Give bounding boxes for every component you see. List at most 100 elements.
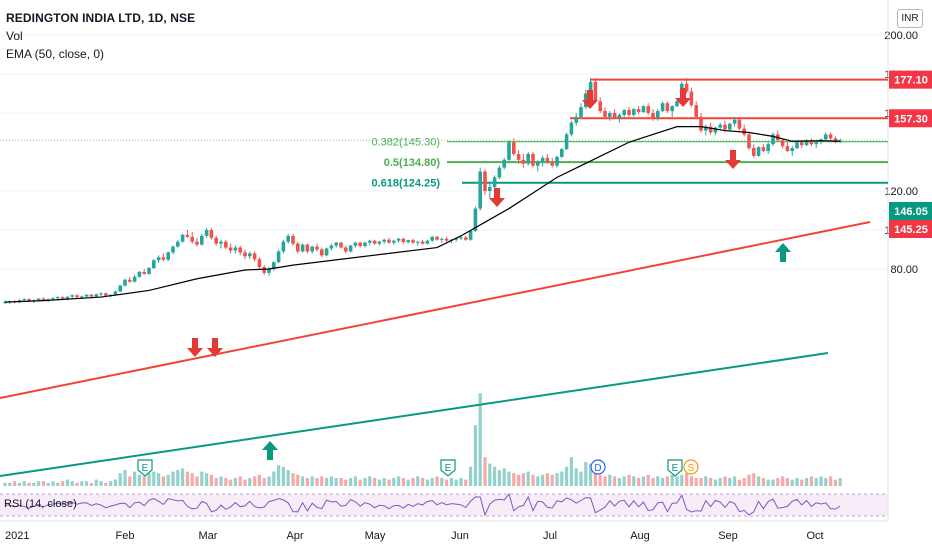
ema-50-line [4,126,841,303]
volume-bar [776,478,780,486]
volume-bar [507,471,511,486]
candle-body [36,298,41,301]
up-arrow-icon [262,441,278,460]
candle-body [132,276,137,282]
candle-body [152,260,156,269]
candle-body [737,119,742,129]
candle-body [550,161,554,166]
candle-body [833,138,838,142]
candle-body [656,111,660,118]
volume-bar [109,481,113,486]
volume-bar [171,471,175,486]
volume-bar [377,479,381,486]
candle-body [387,239,391,243]
volume-bar [617,478,621,486]
volume-bar [574,468,578,486]
candle-body [617,114,622,118]
event-circle [683,459,699,475]
candle-body [699,116,703,131]
volume-bar [598,474,602,486]
volume-bar [800,479,804,486]
candle-body [411,240,415,243]
candle-body [219,241,223,244]
x-tick-label: Aug [630,530,650,542]
event-circle [590,459,606,475]
volume-bar [541,474,545,486]
volume-bar [301,476,305,486]
volume-bar [368,476,372,486]
candle-body [540,157,545,162]
rsi-line [4,493,841,517]
volume-bar [651,478,655,486]
volume-bar [17,482,21,486]
volume-bar [430,478,434,486]
upper-trendline [0,221,871,399]
volume-bar [425,479,429,486]
volume-bar [233,478,237,486]
candle-body [65,296,70,299]
y-tick-label: 80.00 [890,264,918,276]
symbol-title[interactable]: REDINGTON INDIA LTD, 1D, NSE [6,11,196,25]
currency-badge[interactable]: INR [897,9,923,28]
volume-bar [713,479,717,486]
volume-bar [478,393,482,486]
event-label: E [672,463,679,474]
candle-body [502,159,506,168]
candle-body [761,147,766,152]
candle-body [200,235,204,245]
event-badge [137,459,153,477]
candle-body [41,298,46,301]
candle-body [166,252,170,260]
volume-bar [305,478,309,486]
volume-bar [94,479,98,486]
candle-body [824,134,828,140]
candle-body [171,246,175,253]
candle-body [123,279,127,286]
candle-body [795,142,799,149]
candle-body [809,140,814,145]
price-label-text: 177.10 [894,75,928,87]
candle-body [800,142,804,146]
volume-bar [603,476,607,486]
candle-body [252,253,257,260]
candle-body [348,245,353,252]
candle-body [142,271,146,274]
candle-body [320,249,324,256]
volume-bar [785,478,789,486]
candle-body [89,294,94,297]
candle-body [723,124,727,130]
volume-bar [593,473,597,486]
candle-body [766,144,770,152]
candle-body [771,134,775,145]
volume-bar [387,479,391,486]
candle-body [382,239,386,242]
volume-bar [435,476,439,486]
candle-body [555,156,559,166]
volume-indicator-label[interactable]: Vol [6,29,23,43]
price-label-text: 146.05 [894,206,928,218]
x-tick-label: Apr [286,530,303,542]
volume-bar [646,474,650,486]
volume-bar [637,478,641,486]
volume-bar [752,473,756,486]
up-arrow-icon [775,243,791,262]
volume-bar [459,478,463,486]
volume-bar [358,479,362,486]
event-badge [440,459,456,477]
volume-bar [488,463,492,486]
x-tick-label: Jul [543,530,557,542]
volume-bar [661,478,665,486]
candle-body [560,149,564,157]
ema-indicator-label[interactable]: EMA (50, close, 0) [6,47,105,61]
candle-body [593,81,598,102]
candle-body [516,153,521,160]
volume-bar [51,481,55,486]
volume-bar [709,478,713,486]
volume-bar [502,468,506,486]
volume-bar [3,482,7,486]
candle-body [660,103,665,112]
volume-bar [123,470,127,486]
candle-body [636,109,641,113]
volume-bar [176,470,180,486]
